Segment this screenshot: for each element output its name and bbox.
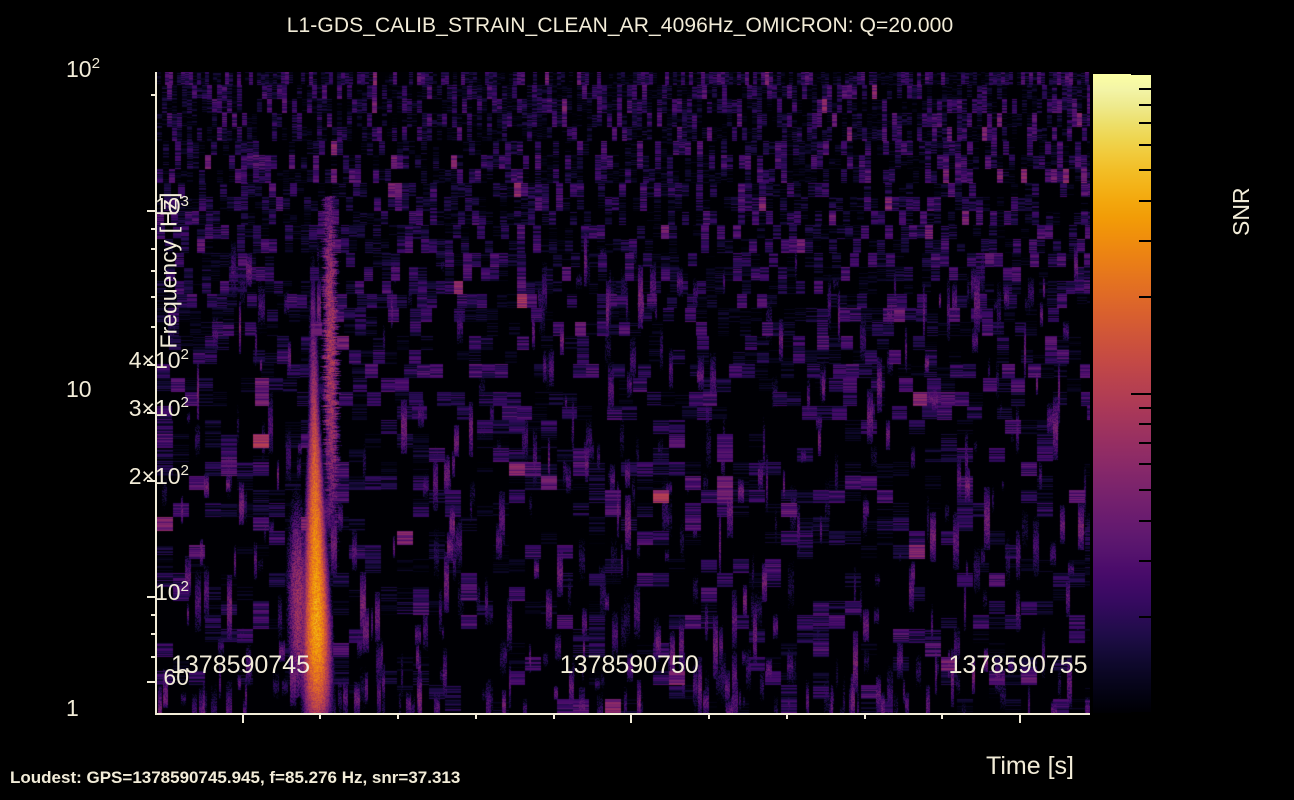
y-tick-minor [151,270,157,273]
x-tick-minor [397,713,400,719]
loudest-event-note: Loudest: GPS=1378590745.945, f=85.276 Hz… [10,768,461,787]
colorbar-tick-label: 102 [66,55,101,82]
x-tick-minor [474,713,477,719]
colorbar-tick-minor [1139,200,1151,203]
y-tick-major [147,363,157,366]
colorbar-tick-minor [1139,240,1151,243]
spectrogram-axes: Frequency [Hz] [147,72,1090,723]
y-tick-minor [151,633,157,636]
colorbar-tick-minor [1139,87,1151,90]
y-tick-major [147,595,157,598]
colorbar-tick-minor [1139,296,1151,299]
colorbar-tick-minor [1139,615,1151,618]
colorbar-tick-minor [1139,519,1151,522]
x-tick-label: 1378590755 [948,651,1088,679]
y-tick-minor [151,295,157,298]
y-tick-label: 103 [154,192,189,220]
colorbar-tick-label: 10 [66,375,92,402]
y-tick-label: 4×102 [128,346,189,373]
x-tick-label: 1378590745 [170,651,311,679]
y-tick-major [147,681,157,684]
colorbar-tick-major [1131,712,1151,714]
x-tick-major [630,713,633,723]
x-tick-minor [319,713,322,719]
y-tick-minor [151,326,157,329]
colorbar-tick-minor [1139,122,1151,125]
x-tick-major [241,713,244,723]
y-tick-minor [151,655,157,658]
colorbar-tick-minor [1139,143,1151,146]
colorbar-tick-major [1131,73,1151,75]
x-tick-minor [552,713,555,719]
colorbar-label: SNR [1228,187,1254,236]
colorbar-tick-minor [1139,559,1151,562]
x-axis-label: Time [s] [986,752,1074,780]
colorbar-tick-minor [1139,488,1151,491]
y-tick-major [147,412,157,415]
page-title: L1-GDS_CALIB_STRAIN_CLEAN_AR_4096Hz_OMIC… [286,14,954,37]
y-tick-label: 2×102 [128,462,189,489]
y-tick-minor [151,613,157,616]
colorbar-tick-minor [1139,423,1151,426]
colorbar-tick-major [1131,392,1151,395]
x-tick-label: 1378590750 [559,651,699,679]
y-tick-minor [151,247,157,250]
y-tick-major [147,479,157,482]
y-tick-minor [151,94,157,97]
x-tick-minor [785,713,788,719]
y-tick-label: 102 [154,578,189,605]
x-tick-major [1019,713,1022,723]
y-tick-label: 60 [163,664,189,691]
colorbar-tick-minor [1139,169,1151,172]
y-tick-major [147,210,157,213]
colorbar-tick-label: 1 [66,695,79,721]
colorbar-tick-minor [1139,463,1151,466]
x-tick-minor [941,713,944,719]
colorbar-tick-minor [1139,441,1151,444]
colorbar-tick-minor [1139,103,1151,106]
y-tick-minor [151,228,157,231]
y-tick-label: 3×102 [128,394,189,422]
spectrogram-image [157,72,1090,713]
colorbar-tick-minor [1139,407,1151,410]
colorbar [1093,73,1151,714]
x-tick-minor [863,713,866,719]
x-tick-minor [708,713,711,719]
